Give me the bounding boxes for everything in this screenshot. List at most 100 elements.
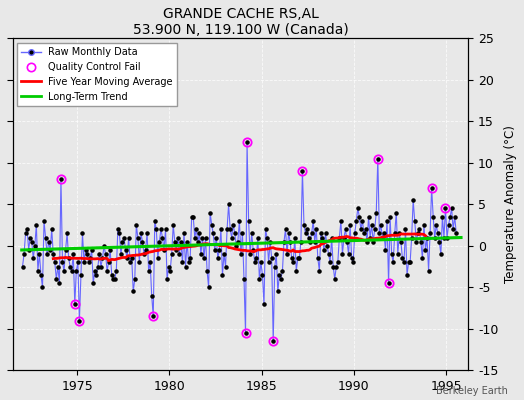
- Point: [114, 226, 122, 232]
- Point: [375, 230, 384, 236]
- Point: [424, 268, 433, 274]
- Legend: Raw Monthly Data, Quality Control Fail, Five Year Moving Average, Long-Term Tren: Raw Monthly Data, Quality Control Fail, …: [17, 43, 177, 106]
- Point: [281, 226, 290, 232]
- Point: [263, 234, 271, 241]
- Text: Berkeley Earth: Berkeley Earth: [436, 386, 508, 396]
- Point: [184, 259, 193, 266]
- Point: [74, 259, 82, 266]
- Point: [126, 259, 134, 266]
- Point: [247, 230, 256, 236]
- Point: [178, 259, 187, 266]
- Point: [112, 268, 121, 274]
- Point: [95, 251, 104, 257]
- Point: [143, 230, 151, 236]
- Point: [81, 247, 90, 253]
- Point: [438, 214, 446, 220]
- Point: [140, 251, 148, 257]
- Point: [306, 238, 314, 245]
- Point: [75, 317, 84, 324]
- Point: [405, 259, 413, 266]
- Point: [48, 226, 56, 232]
- Point: [270, 263, 279, 270]
- Point: [41, 234, 50, 241]
- Point: [186, 255, 194, 262]
- Point: [385, 280, 393, 286]
- Point: [53, 263, 62, 270]
- Point: [308, 230, 316, 236]
- Point: [324, 251, 333, 257]
- Point: [175, 251, 183, 257]
- Point: [449, 226, 457, 232]
- Point: [304, 234, 313, 241]
- Point: [328, 234, 336, 241]
- Point: [135, 259, 144, 266]
- Point: [431, 234, 439, 241]
- Point: [381, 247, 390, 253]
- Point: [86, 255, 94, 262]
- Point: [244, 218, 253, 224]
- Point: [338, 251, 346, 257]
- Point: [383, 218, 391, 224]
- Point: [18, 263, 27, 270]
- Point: [118, 238, 127, 245]
- Point: [406, 259, 414, 266]
- Point: [335, 234, 344, 241]
- Point: [134, 234, 142, 241]
- Point: [410, 218, 419, 224]
- Point: [195, 230, 204, 236]
- Point: [363, 238, 371, 245]
- Point: [58, 259, 67, 266]
- Point: [78, 230, 86, 236]
- Point: [45, 238, 53, 245]
- Point: [346, 222, 354, 228]
- Point: [206, 210, 214, 216]
- Point: [443, 234, 451, 241]
- Point: [378, 234, 387, 241]
- Point: [37, 272, 45, 278]
- Point: [141, 247, 150, 253]
- Point: [334, 259, 342, 266]
- Point: [60, 268, 68, 274]
- Point: [288, 255, 296, 262]
- Point: [358, 218, 367, 224]
- Point: [309, 218, 318, 224]
- Point: [69, 251, 78, 257]
- Point: [409, 197, 418, 203]
- Point: [77, 272, 85, 278]
- Point: [221, 263, 230, 270]
- Point: [165, 263, 173, 270]
- Point: [403, 272, 411, 278]
- Point: [122, 247, 130, 253]
- Point: [226, 226, 234, 232]
- Point: [249, 247, 257, 253]
- Point: [283, 251, 291, 257]
- Point: [231, 230, 239, 236]
- Point: [64, 255, 73, 262]
- Point: [432, 222, 441, 228]
- Point: [158, 234, 167, 241]
- Point: [366, 234, 374, 241]
- Point: [292, 268, 300, 274]
- Point: [46, 247, 54, 253]
- Point: [94, 263, 102, 270]
- Point: [21, 230, 30, 236]
- Point: [321, 230, 330, 236]
- Point: [412, 238, 420, 245]
- Point: [40, 218, 48, 224]
- Point: [127, 255, 136, 262]
- Point: [272, 251, 280, 257]
- Point: [120, 234, 128, 241]
- Point: [168, 251, 176, 257]
- Point: [258, 272, 267, 278]
- Point: [88, 247, 96, 253]
- Point: [316, 230, 325, 236]
- Point: [389, 259, 397, 266]
- Point: [160, 247, 168, 253]
- Point: [212, 234, 221, 241]
- Point: [229, 222, 237, 228]
- Point: [188, 214, 196, 220]
- Point: [149, 313, 157, 320]
- Point: [237, 251, 245, 257]
- Point: [32, 222, 40, 228]
- Point: [315, 268, 323, 274]
